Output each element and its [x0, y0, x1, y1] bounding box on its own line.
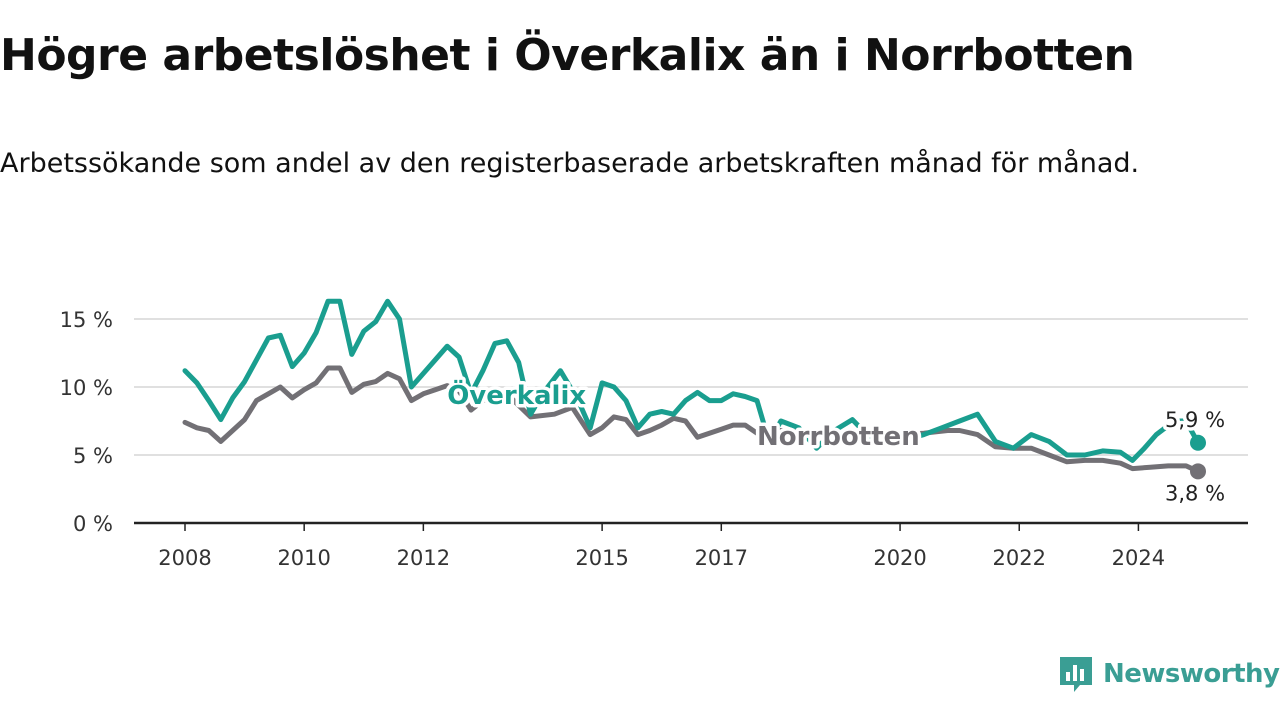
x-tick-label: 2010 — [277, 546, 330, 570]
chart-subtitle: Arbetssökande som andel av den registerb… — [0, 148, 1140, 179]
x-axis: 2008 2010 2012 2015 2017 2020 2022 2024 — [158, 523, 1165, 570]
chart-title: Högre arbetslöshet i Överkalix än i Norr… — [0, 30, 1135, 81]
bar-chart-speech-bubble-icon — [1060, 657, 1092, 692]
end-label-overkalix-halo: 5,9 % — [1165, 408, 1225, 432]
end-label-norrbotten: 3,8 %3,8 % — [1162, 478, 1229, 509]
y-tick-label: 15 % — [60, 308, 113, 332]
brand-name: Newsworthy — [1103, 659, 1280, 689]
series-end-point — [1190, 463, 1206, 480]
series-line-norrbotten — [182, 365, 1201, 474]
x-tick-label: 2012 — [397, 546, 450, 570]
brand-logo: Newsworthy — [1058, 655, 1280, 693]
series-label-norrbotten-text: Norrbotten — [757, 422, 920, 452]
x-tick-label: 2015 — [575, 546, 628, 570]
y-tick-label: 0 % — [73, 512, 113, 536]
y-tick-label: 5 % — [73, 444, 113, 468]
x-tick-label: 2024 — [1112, 546, 1165, 570]
y-tick-label: 10 % — [60, 376, 113, 400]
end-label-norrbotten-text: 3,8 % — [1165, 481, 1225, 505]
series-line-verkalix — [182, 298, 1201, 463]
series-label-norrbotten-halo: Norrbotten — [757, 422, 920, 452]
series-label-overkalix-text: Överkalix — [447, 378, 586, 411]
x-tick-label: 2008 — [158, 546, 211, 570]
x-tick-label: 2017 — [695, 546, 748, 570]
x-tick-label: 2022 — [993, 546, 1046, 570]
series-label-overkalix-halo: Överkalix — [447, 378, 586, 411]
line-chart: 0 %5 %10 %15 % 2008 2010 2012 2015 2017 2020 2… — [60, 298, 1248, 570]
series-lines — [182, 298, 1206, 480]
end-label-overkalix: 5,9 %5,9 % — [1162, 404, 1229, 435]
end-label-overkalix-text: 5,9 % — [1165, 408, 1225, 432]
end-label-norrbotten-halo: 3,8 % — [1165, 481, 1225, 505]
grid-lines: 0 % 5 % 10 % 15 % — [60, 308, 1248, 536]
series-end-point — [1190, 434, 1206, 451]
x-tick-label: 2020 — [873, 546, 926, 570]
